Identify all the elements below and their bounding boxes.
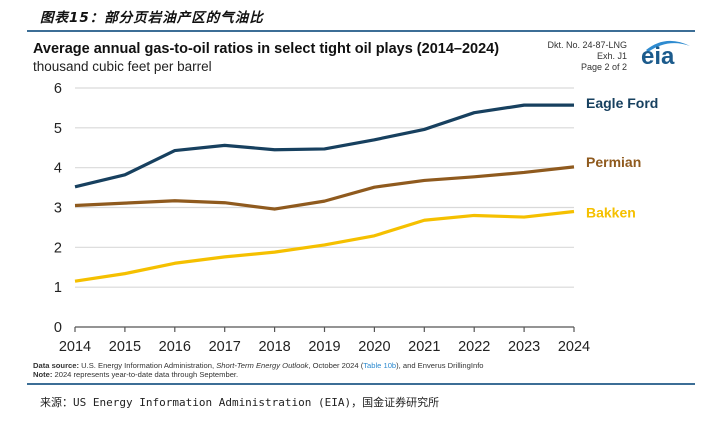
docket-number: Dkt. No. 24-87-LNG bbox=[547, 40, 627, 50]
x-tick-label: 2019 bbox=[308, 339, 340, 355]
top-divider bbox=[27, 30, 695, 32]
eia-logo-text: eia bbox=[641, 43, 675, 70]
x-tick-label: 2017 bbox=[209, 339, 241, 355]
y-tick-label: 0 bbox=[54, 320, 62, 336]
note-text: 2024 represents year-to-date data throug… bbox=[52, 370, 239, 379]
y-tick-label: 6 bbox=[54, 81, 62, 97]
series-label-eagle-ford: Eagle Ford bbox=[586, 95, 658, 111]
eia-logo-icon bbox=[646, 40, 690, 52]
y-tick-label: 1 bbox=[54, 280, 62, 296]
source-text: U.S. Energy Information Administration, bbox=[79, 361, 217, 370]
source-label: Data source: bbox=[33, 361, 80, 370]
x-tick-label: 2021 bbox=[408, 339, 440, 355]
note-label: Note: bbox=[33, 370, 53, 379]
y-tick-label: 5 bbox=[54, 121, 62, 137]
x-tick-label: 2016 bbox=[159, 339, 191, 355]
x-tick-label: 2020 bbox=[358, 339, 390, 355]
series-line-permian bbox=[74, 165, 575, 211]
data-source-line: Data source: U.S. Energy Information Adm… bbox=[33, 361, 484, 370]
docket-info: Dkt. No. 24-87-LNG Exh. J1 Page 2 of 2 bbox=[547, 40, 627, 73]
chart-title: Average annual gas-to-oil ratios in sele… bbox=[33, 41, 500, 57]
y-tick-label: 2 bbox=[54, 240, 62, 256]
series-lines bbox=[74, 103, 575, 283]
x-axis-labels: 2014 2015 2016 2017 2018 2019 2020 2021 2022 2023… bbox=[59, 339, 590, 355]
figure-caption: 图表15：部分页岩油产区的气油比 bbox=[40, 10, 264, 26]
chart-subtitle: thousand cubic feet per barrel bbox=[33, 59, 212, 74]
source-publication: Short-Term Energy Outlook bbox=[216, 361, 309, 370]
source-note: Data source: U.S. Energy Information Adm… bbox=[33, 361, 484, 379]
x-tick-label: 2015 bbox=[109, 339, 141, 355]
exhibit-label: Exh. J1 bbox=[596, 51, 627, 61]
series-line-eagle-ford bbox=[74, 103, 574, 189]
grid-lines bbox=[75, 87, 574, 288]
y-tick-label: 3 bbox=[54, 201, 62, 217]
y-axis-labels: 0 1 2 3 4 5 6 bbox=[54, 81, 62, 336]
table-link[interactable]: Table 10b bbox=[363, 361, 397, 370]
note-line: Note: 2024 represents year-to-date data … bbox=[33, 370, 484, 379]
x-tick-label: 2023 bbox=[508, 339, 540, 355]
source-text: ), and Enverus DrillingInfo bbox=[396, 361, 484, 370]
series-line-bakken bbox=[74, 209, 575, 283]
x-axis bbox=[74, 326, 575, 332]
series-label-bakken: Bakken bbox=[586, 204, 636, 220]
y-tick-label: 4 bbox=[54, 161, 62, 177]
bottom-divider bbox=[27, 383, 695, 385]
series-labels: Eagle Ford Permian Bakken bbox=[586, 95, 658, 220]
page-label: Page 2 of 2 bbox=[580, 62, 627, 72]
source-text: , October 2024 ( bbox=[308, 361, 364, 370]
x-tick-label: 2024 bbox=[558, 339, 590, 355]
x-tick-label: 2014 bbox=[59, 339, 91, 355]
x-tick-label: 2018 bbox=[258, 339, 290, 355]
x-tick-label: 2022 bbox=[458, 339, 490, 355]
figure-source: 来源：US Energy Information Administration … bbox=[40, 396, 440, 409]
series-label-permian: Permian bbox=[586, 154, 641, 170]
